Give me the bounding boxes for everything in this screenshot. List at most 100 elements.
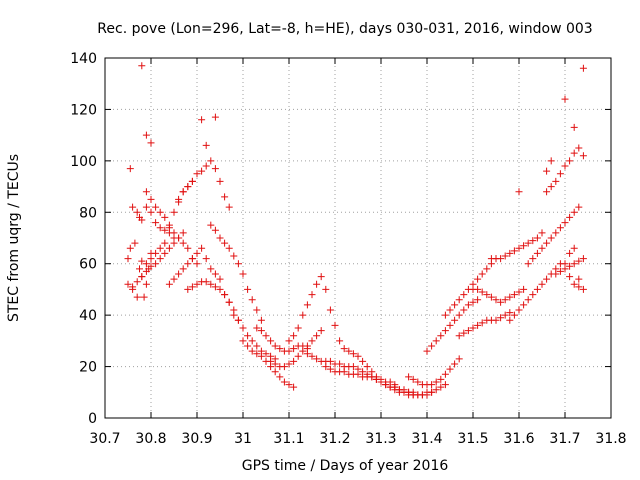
data-point (579, 255, 587, 263)
data-point (575, 144, 583, 152)
x-tick-label: 31.8 (595, 431, 626, 447)
data-point (451, 316, 459, 324)
data-point (211, 270, 219, 278)
data-point (570, 208, 578, 216)
data-point (207, 157, 215, 165)
data-point (345, 347, 353, 355)
data-point (216, 177, 224, 185)
data-point (294, 324, 302, 332)
data-point (138, 62, 146, 70)
data-point (538, 229, 546, 237)
data-point (193, 280, 201, 288)
data-point (520, 301, 528, 309)
data-point (207, 221, 215, 229)
data-point (193, 260, 201, 268)
data-point (198, 167, 206, 175)
data-point (570, 123, 578, 131)
data-point (170, 229, 178, 237)
data-point (126, 165, 134, 173)
data-point (432, 386, 440, 394)
data-point (395, 386, 403, 394)
data-point (543, 239, 551, 247)
data-point (313, 280, 321, 288)
data-point (165, 221, 173, 229)
plot-frame (104, 57, 612, 419)
data-point (184, 285, 192, 293)
data-point (478, 288, 486, 296)
data-point (234, 316, 242, 324)
data-point (280, 378, 288, 386)
data-point (303, 301, 311, 309)
data-point (474, 285, 482, 293)
data-point (501, 252, 509, 260)
data-point (225, 298, 233, 306)
data-point (188, 177, 196, 185)
data-point (147, 255, 155, 263)
data-point (140, 293, 148, 301)
data-point (211, 283, 219, 291)
data-point (460, 291, 468, 299)
data-point (267, 357, 275, 365)
data-point (124, 255, 132, 263)
data-point (313, 355, 321, 363)
data-point (497, 314, 505, 322)
data-point (202, 141, 210, 149)
data-point (326, 365, 334, 373)
data-point (326, 306, 334, 314)
data-point (506, 316, 514, 324)
data-point (455, 311, 463, 319)
data-point (161, 249, 169, 257)
data-point (524, 260, 532, 268)
data-point (285, 360, 293, 368)
data-point (179, 229, 187, 237)
data-point (363, 370, 371, 378)
data-point (138, 273, 146, 281)
data-point (515, 288, 523, 296)
data-point (474, 321, 482, 329)
data-point (142, 260, 150, 268)
data-point (239, 324, 247, 332)
data-point (349, 363, 357, 371)
data-point (579, 285, 587, 293)
data-point (317, 327, 325, 335)
data-point (165, 280, 173, 288)
data-point (198, 116, 206, 124)
data-point (575, 283, 583, 291)
data-point (225, 203, 233, 211)
data-point (129, 283, 137, 291)
data-point (566, 157, 574, 165)
y-tick-label: 0 (88, 411, 97, 427)
data-point (441, 370, 449, 378)
x-tick-label: 30.8 (135, 431, 166, 447)
data-point (202, 162, 210, 170)
data-point (391, 383, 399, 391)
data-point (409, 375, 417, 383)
data-point (510, 311, 518, 319)
data-point (276, 373, 284, 381)
data-point (460, 329, 468, 337)
data-point (561, 265, 569, 273)
data-point (492, 316, 500, 324)
data-point (308, 291, 316, 299)
data-point (547, 234, 555, 242)
data-point (363, 363, 371, 371)
data-point (520, 285, 528, 293)
y-tick-label: 120 (70, 102, 97, 118)
data-point (368, 373, 376, 381)
data-point (290, 332, 298, 340)
data-point (570, 149, 578, 157)
data-point (354, 370, 362, 378)
data-point (552, 177, 560, 185)
data-point (313, 332, 321, 340)
data-point (133, 293, 141, 301)
data-point (432, 337, 440, 345)
grid-lines (105, 58, 611, 418)
data-point (455, 355, 463, 363)
data-point (533, 249, 541, 257)
data-point (340, 345, 348, 353)
data-point (253, 350, 261, 358)
data-point (179, 239, 187, 247)
data-point (184, 183, 192, 191)
data-point (575, 203, 583, 211)
